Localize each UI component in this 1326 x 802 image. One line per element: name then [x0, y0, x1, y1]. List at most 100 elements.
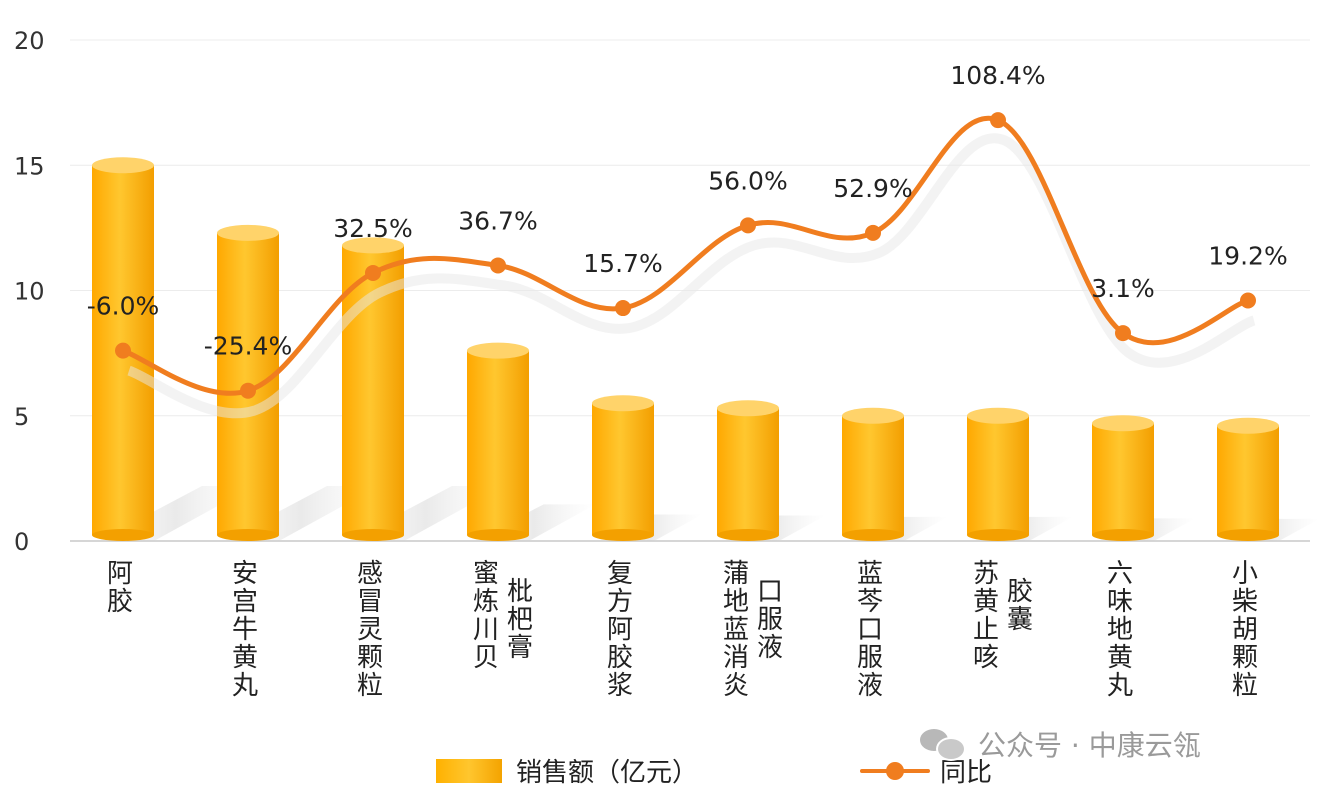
legend-item-sales[interactable]: 销售额（亿元） [436, 752, 698, 789]
bar-body [842, 415, 904, 535]
bar-top [1217, 417, 1279, 434]
yoy-line [120, 115, 1251, 396]
bar-body [717, 408, 779, 535]
bar-top [967, 407, 1029, 424]
x-tick-label: 黄 [973, 587, 999, 617]
bar [1092, 415, 1154, 541]
bar [592, 395, 654, 541]
bar-top [717, 400, 779, 417]
bar-bottom [717, 529, 779, 541]
x-tick-label: 颗 [1232, 643, 1258, 673]
bar-bottom [92, 529, 154, 541]
yoy-point [490, 257, 506, 274]
bar-top [92, 157, 154, 174]
x-tick-label: 苏 [973, 559, 999, 589]
bar-top [592, 395, 654, 412]
x-tick-label: 服 [757, 605, 783, 635]
bar-body [592, 403, 654, 535]
x-tick-label: 蒲 [723, 559, 749, 589]
yoy-point [115, 342, 131, 359]
x-tick-label: 地 [1107, 615, 1133, 645]
bar [467, 342, 529, 541]
x-tick-label: 六 [1107, 559, 1133, 589]
watermark-text: 公众号 · 中康云瓴 [978, 729, 1201, 762]
x-tick-label: 蓝 [857, 559, 883, 589]
bar-bottom [592, 529, 654, 541]
legend-label-sales: 销售额（亿元） [516, 758, 699, 788]
legend-item-yoy[interactable]: 同比 [860, 752, 992, 789]
bar-bottom [467, 529, 529, 541]
line-shadow [127, 133, 1256, 419]
x-tick-label: 黄 [1107, 643, 1133, 673]
x-tick-label: 复 [607, 559, 633, 589]
bar-body [1217, 425, 1279, 535]
yoy-point [740, 217, 756, 234]
bar-top [467, 342, 529, 359]
x-tick-label: 地 [723, 587, 749, 617]
x-tick-label: 冒 [357, 587, 383, 617]
bar-body [1092, 423, 1154, 535]
x-tick-label: 炎 [723, 671, 749, 701]
bar [1217, 417, 1279, 541]
bar [967, 407, 1029, 541]
x-tick-label: 杷 [507, 605, 533, 635]
bar-body [467, 350, 529, 535]
legend-bar-swatch [436, 758, 502, 783]
bar-bottom [1217, 529, 1279, 541]
x-tick-label: 浆 [607, 671, 633, 701]
yoy-data-label: 3.1% [1091, 274, 1155, 303]
x-tick-label: 咳 [973, 643, 999, 673]
yoy-point [1240, 292, 1256, 309]
x-tick-label: 止 [973, 615, 999, 645]
x-tick-label: 宫 [232, 587, 258, 617]
yoy-point [865, 224, 881, 241]
y-tick-label: 15 [14, 152, 45, 180]
bar-body [967, 415, 1029, 535]
bar-top [1092, 415, 1154, 432]
x-tick-label: 液 [757, 633, 783, 663]
y-tick-label: 20 [14, 27, 45, 55]
yoy-data-label: 56.0% [708, 166, 787, 195]
x-tick-label: 贝 [473, 643, 499, 673]
x-tick-label: 牛 [232, 615, 258, 645]
x-tick-label: 川 [473, 615, 499, 645]
wechat-icon [920, 727, 966, 761]
bar-top [217, 224, 279, 241]
bar [842, 407, 904, 541]
x-tick-label: 小 [1232, 559, 1258, 589]
bar-top [842, 407, 904, 424]
y-tick-label: 0 [14, 528, 29, 556]
legend-line-swatch [860, 759, 930, 783]
x-tick-label: 味 [1107, 587, 1133, 617]
yoy-data-label: 15.7% [583, 249, 662, 278]
x-tick-label: 口 [857, 615, 883, 645]
x-tick-label: 灵 [357, 615, 383, 645]
legend-label-yoy: 同比 [940, 758, 993, 788]
yoy-data-label: 19.2% [1208, 242, 1287, 271]
x-tick-label: 阿 [607, 615, 633, 645]
x-tick-label: 粒 [357, 671, 383, 701]
x-tick-label: 安 [232, 559, 258, 589]
x-tick-label: 阿 [107, 559, 133, 589]
bar-top [342, 237, 404, 254]
y-tick-label: 10 [14, 278, 45, 306]
legend: 销售额（亿元） 同比 [0, 752, 1326, 792]
x-tick-label: 方 [607, 587, 633, 617]
x-tick-label: 蓝 [723, 615, 749, 645]
x-tick-label: 胶 [107, 587, 133, 617]
bar-bottom [1092, 529, 1154, 541]
x-tick-label: 枇 [507, 577, 533, 607]
yoy-point [1115, 325, 1131, 342]
x-tick-label: 黄 [232, 643, 258, 673]
watermark: 公众号 · 中康云瓴 [920, 724, 1201, 764]
yoy-point [365, 264, 381, 281]
x-tick-label: 服 [857, 643, 883, 673]
x-tick-label: 丸 [232, 671, 258, 701]
bar [717, 400, 779, 541]
x-tick-label: 感 [357, 559, 383, 589]
y-tick-label: 5 [14, 403, 29, 431]
x-tick-label: 胡 [1232, 615, 1258, 645]
x-tick-label: 柴 [1232, 587, 1258, 617]
